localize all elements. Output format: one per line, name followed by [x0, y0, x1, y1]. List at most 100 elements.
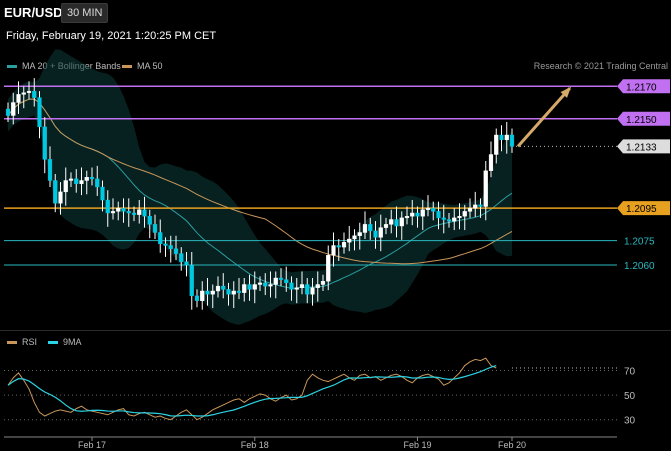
legend-ma50: MA 50	[122, 61, 163, 71]
candle-body	[5, 108, 11, 116]
candle-body	[462, 211, 467, 217]
candle	[126, 198, 131, 227]
candle	[26, 81, 32, 100]
candle-body	[362, 224, 368, 233]
candle	[95, 165, 100, 196]
candle	[32, 78, 37, 107]
legend-rsi-swatch	[7, 340, 17, 344]
candle	[63, 167, 68, 206]
candle	[116, 201, 121, 221]
candle-body	[179, 253, 184, 262]
level-label-1.2133: 1.2133	[626, 142, 657, 153]
candle	[11, 92, 16, 125]
candle	[404, 206, 410, 225]
candle-body	[116, 207, 121, 212]
candle-body	[110, 211, 116, 214]
candle-body	[457, 216, 462, 219]
candle-body	[257, 282, 263, 285]
candle-body	[200, 290, 205, 301]
candle	[305, 278, 310, 304]
x-tick-label: Feb 18	[241, 440, 269, 450]
level-tag-bg	[617, 79, 670, 94]
candle	[483, 161, 488, 221]
candle-body	[431, 207, 436, 212]
candle-body	[189, 264, 194, 297]
legend-rsi-ma-label: 9MA	[63, 337, 82, 347]
candle	[110, 198, 116, 220]
legend-bollinger-swatch	[7, 64, 17, 68]
candle	[368, 217, 373, 240]
candle	[410, 200, 415, 226]
candle	[42, 117, 47, 174]
candle	[257, 276, 263, 291]
timeframe-button[interactable]: 30 MIN	[61, 3, 109, 23]
candle-body	[331, 245, 336, 256]
panel-separator	[0, 330, 671, 331]
candle	[462, 204, 467, 231]
level-label-1.2095: 1.2095	[626, 204, 657, 215]
candle	[231, 281, 236, 309]
candle-body	[263, 282, 268, 287]
candle-body	[37, 97, 42, 128]
candle-body	[336, 245, 341, 248]
candle-body	[74, 178, 79, 184]
candle-body	[210, 290, 215, 295]
candle-body	[16, 94, 21, 103]
candle	[179, 247, 184, 271]
rsi-tick-label: 50	[624, 391, 636, 402]
candle-body	[194, 295, 200, 301]
candle-body	[252, 284, 257, 290]
candle	[163, 237, 168, 257]
candle-body	[53, 180, 58, 204]
candle-body	[11, 102, 16, 116]
candle	[315, 271, 320, 302]
candle-body	[478, 204, 483, 207]
datetime-label: Friday, February 19, 2021 1:20:25 PM CET	[6, 30, 217, 42]
candle-body	[205, 290, 210, 295]
candle	[215, 276, 221, 298]
candle	[509, 128, 515, 153]
candle	[184, 252, 189, 277]
candle	[436, 201, 441, 230]
candle	[68, 172, 74, 187]
candle-body	[326, 255, 331, 282]
candle	[89, 167, 95, 186]
candle-body	[32, 90, 37, 98]
candle	[326, 245, 331, 291]
level-label-1.2150: 1.2150	[626, 115, 657, 126]
candle	[273, 271, 278, 299]
candle	[21, 86, 26, 109]
candle-body	[446, 219, 452, 222]
candle	[226, 282, 231, 306]
candle-body	[226, 289, 231, 295]
candle	[357, 222, 362, 250]
candle-body	[42, 126, 47, 160]
level-label-1.2075: 1.2075	[624, 237, 655, 248]
candle	[194, 289, 200, 308]
candle-body	[147, 216, 152, 225]
rsi-ma-line	[7, 364, 497, 417]
candle	[263, 273, 268, 296]
candle	[142, 196, 147, 228]
candle-body	[341, 242, 347, 248]
candle-body	[373, 230, 378, 238]
candle-body	[84, 177, 89, 181]
candle	[158, 219, 163, 253]
candle-body	[483, 170, 488, 207]
candle	[399, 211, 404, 240]
legend-rsi-ma: 9MA	[48, 337, 82, 347]
candle	[252, 271, 257, 304]
candle-body	[163, 243, 168, 246]
candle	[47, 146, 53, 187]
candle	[331, 232, 336, 267]
candle-body	[63, 180, 68, 193]
candle-body	[378, 227, 383, 238]
candle	[415, 206, 420, 228]
candle-body	[173, 248, 179, 254]
candle-body	[399, 217, 404, 227]
candle	[189, 252, 194, 310]
candle	[200, 281, 205, 310]
candle	[152, 214, 158, 239]
candle	[336, 239, 341, 261]
